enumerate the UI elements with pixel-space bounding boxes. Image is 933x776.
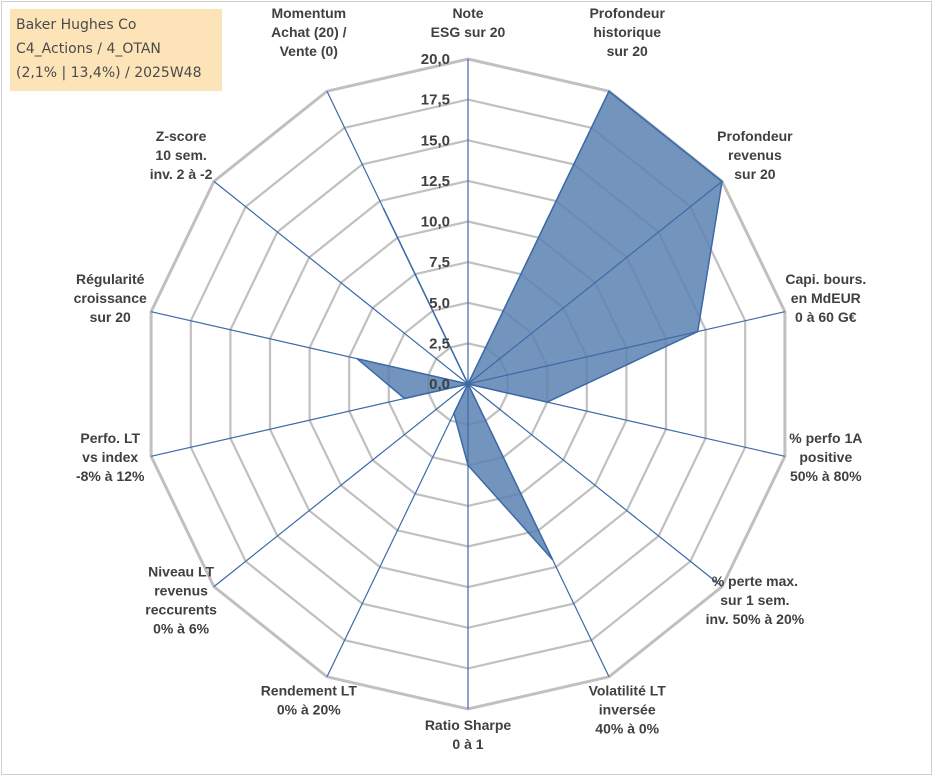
axis-label-line: inv. 50% à 20%	[706, 611, 805, 627]
tick-label: 12,5	[421, 173, 450, 190]
axis-label-line: 0 à 60 G€	[795, 309, 857, 325]
tick-label: 7,5	[429, 254, 450, 271]
axis-label: Z-score 10 sem. inv. 2 à -2	[150, 128, 213, 182]
axis-label: % perfo 1A positive 50% à 80%	[789, 430, 862, 484]
axis-label: Volatilité LT inversée 40% à 0%	[589, 683, 667, 737]
axis-label-line: revenus	[154, 583, 208, 599]
tick-labels: 0,0 2,5 5,0 7,5 10,0 12,5 15,0 17,5 20,0	[421, 51, 450, 393]
axis-spoke	[326, 383, 469, 678]
axis-label-line: vs index	[82, 449, 138, 465]
axis-label-line: Momentum	[271, 5, 346, 21]
axis-label-line: Vente (0)	[280, 43, 338, 59]
axis-label-line: inv. 2 à -2	[150, 166, 213, 182]
axis-label-line: historique	[593, 24, 661, 40]
tick-label: 15,0	[421, 132, 450, 149]
axis-label: Profondeur historique sur 20	[589, 5, 665, 59]
axis-label: Note ESG sur 20	[431, 5, 506, 40]
axis-label-line: 40% à 0%	[595, 721, 659, 737]
axis-label-line: 0% à 20%	[277, 702, 341, 718]
axis-label-line: positive	[799, 449, 852, 465]
axis-label-line: Profondeur	[589, 5, 665, 21]
axis-label-line: en MdEUR	[791, 290, 861, 306]
axis-label-line: inversée	[599, 702, 656, 718]
axis-label-line: -8% à 12%	[76, 468, 145, 484]
axis-label-line: Régularité	[76, 271, 145, 287]
axis-spoke	[467, 383, 723, 588]
axis-label: Rendement LT 0% à 20%	[261, 683, 358, 718]
tick-label: 10,0	[421, 214, 450, 231]
axis-label: Niveau LT revenus reccurents 0% à 6%	[145, 564, 217, 637]
axis-spoke	[150, 383, 469, 457]
axis-label-line: sur 20	[607, 43, 648, 59]
period-info: (2,1% | 13,4%) / 2025W48	[16, 65, 202, 81]
axis-label: Perfo. LT vs index -8% à 12%	[76, 430, 145, 484]
company-name: Baker Hughes Co	[16, 17, 137, 33]
axis-label-line: Profondeur	[717, 128, 793, 144]
axis-label-line: % perfo 1A	[789, 430, 862, 446]
axis-spoke	[467, 180, 723, 385]
axis-label-line: sur 20	[90, 309, 131, 325]
axis-label-line: croissance	[74, 290, 147, 306]
axis-label: Ratio Sharpe 0 à 1	[425, 717, 512, 752]
axis-spokes	[150, 59, 786, 709]
axis-label-line: ESG sur 20	[431, 24, 506, 40]
axis-label-line: 0 à 1	[452, 736, 483, 752]
axis-spoke	[213, 383, 469, 588]
axis-label-line: reccurents	[145, 602, 217, 618]
tick-label: 5,0	[429, 295, 450, 312]
axis-label-line: 0% à 6%	[153, 621, 210, 637]
axis-label-line: Ratio Sharpe	[425, 717, 512, 733]
axis-label-line: revenus	[728, 147, 782, 163]
axis-label-line: Z-score	[156, 128, 207, 144]
tick-label: 20,0	[421, 51, 450, 68]
tick-label: 17,5	[421, 92, 450, 109]
axis-label: Capi. bours. en MdEUR 0 à 60 G€	[785, 271, 866, 325]
axis-spoke	[467, 311, 786, 385]
axis-label-line: Perfo. LT	[80, 430, 140, 446]
axis-label-line: Capi. bours.	[785, 271, 866, 287]
axis-spoke	[326, 90, 469, 385]
axis-labels: Note ESG sur 20 Profondeur historique sur 20…	[74, 5, 867, 752]
axis-spoke	[150, 311, 469, 385]
axis-label-line: Note	[452, 5, 483, 21]
axis-label-line: 10 sem.	[155, 147, 206, 163]
portfolio-name: C4_Actions / 4_OTAN	[16, 41, 161, 57]
chart-title-box: Baker Hughes Co C4_Actions / 4_OTAN (2,1…	[10, 9, 222, 91]
axis-label-line: Niveau LT	[148, 564, 214, 580]
axis-label-line: Achat (20) /	[271, 24, 347, 40]
axis-spoke	[467, 90, 610, 385]
axis-spoke	[467, 383, 786, 457]
axis-label-line: Volatilité LT	[589, 683, 667, 699]
axis-label-line: Rendement LT	[261, 683, 358, 699]
axis-label-line: sur 20	[734, 166, 775, 182]
axis-label-line: sur 1 sem.	[720, 592, 789, 608]
axis-label: % perte max. sur 1 sem. inv. 50% à 20%	[706, 573, 805, 627]
series-polygon	[356, 90, 723, 561]
axis-label: Profondeur revenus sur 20	[717, 128, 793, 182]
axis-label: Momentum Achat (20) / Vente (0)	[271, 5, 347, 59]
series-area	[356, 90, 723, 561]
tick-label: 0,0	[429, 376, 450, 393]
tick-label: 2,5	[429, 335, 450, 352]
axis-label: Régularité croissance sur 20	[74, 271, 147, 325]
axis-label-line: % perte max.	[712, 573, 798, 589]
axis-spoke	[467, 383, 610, 678]
axis-label-line: 50% à 80%	[790, 468, 862, 484]
axis-spoke	[213, 180, 469, 385]
